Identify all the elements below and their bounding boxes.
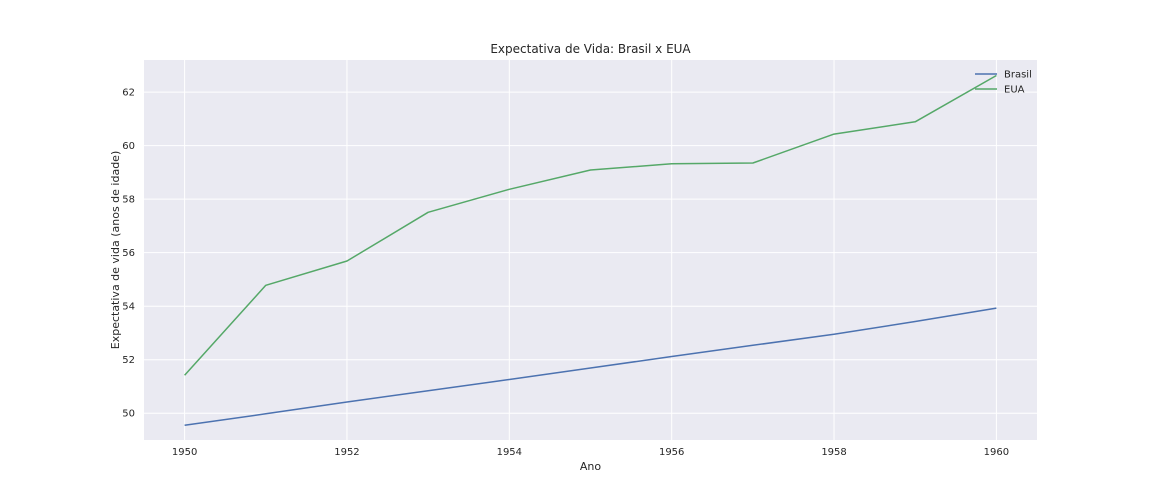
y-tick-label: 56 [122, 248, 135, 259]
x-gridlines [184, 60, 997, 440]
chart-title: Expectativa de Vida: Brasil x EUA [490, 42, 691, 56]
x-tick-label: 1960 [984, 447, 1009, 458]
x-tick-label: 1950 [172, 447, 197, 458]
y-gridlines [144, 91, 1037, 414]
y-axis-label: Expectativa de vida (anos de idade) [109, 151, 122, 350]
x-axis-label: Ano [580, 460, 601, 473]
y-tick-label: 58 [122, 195, 135, 206]
legend-label-brasil: Brasil [1004, 70, 1032, 81]
x-tick-label: 1958 [821, 447, 846, 458]
y-tick-label: 50 [122, 409, 135, 420]
y-tick-label: 60 [122, 141, 135, 152]
y-tick-label: 54 [122, 302, 135, 313]
y-tick-labels: 50 52 54 56 58 60 62 [122, 88, 135, 420]
plot-area [144, 60, 1037, 440]
series-line-eua [184, 74, 997, 376]
legend: Brasil EUA [975, 70, 1032, 96]
y-tick-label: 52 [122, 355, 135, 366]
y-tick-label: 62 [122, 88, 135, 99]
x-tick-label: 1952 [334, 447, 359, 458]
x-tick-label: 1956 [659, 447, 684, 458]
legend-label-eua: EUA [1004, 85, 1025, 96]
x-tick-label: 1954 [497, 447, 522, 458]
series-line-brasil [184, 307, 997, 427]
series-lines [184, 74, 997, 427]
x-tick-labels: 1950 1952 1954 1956 1958 1960 [172, 447, 1009, 458]
